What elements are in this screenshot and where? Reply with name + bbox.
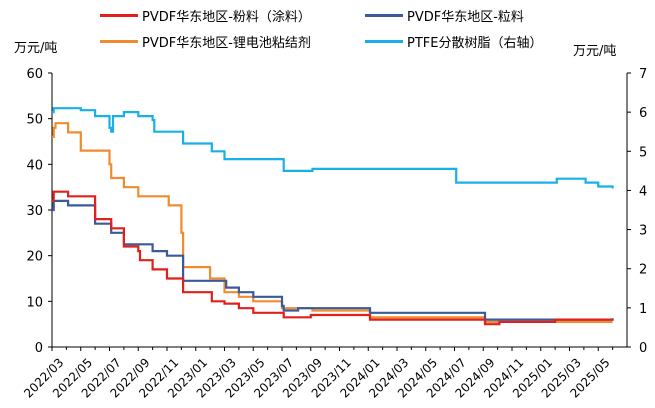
series-line-pvdf-pellet bbox=[52, 199, 614, 321]
right-axis-tick-label: 7 bbox=[639, 67, 647, 82]
series-line-pvdf-powder bbox=[52, 190, 613, 326]
series-line-pvdf-binder bbox=[52, 122, 613, 323]
legend-swatch-pvdf-binder bbox=[100, 40, 138, 43]
legend-label-pvdf-powder: PVDF华东地区-粉料（涂料） bbox=[142, 10, 311, 25]
right-axis-tick-label: 0 bbox=[639, 341, 647, 356]
legend-label-pvdf-binder: PVDF华东地区-锂电池粘结剂 bbox=[142, 36, 311, 51]
left-axis-tick-label: 0 bbox=[35, 341, 43, 356]
left-axis-tick-label: 50 bbox=[26, 113, 43, 128]
legend-swatch-pvdf-pellet bbox=[365, 14, 403, 17]
left-axis-tick-label: 20 bbox=[26, 250, 43, 265]
right-axis-tick-label: 4 bbox=[639, 184, 647, 199]
right-axis-tick-label: 1 bbox=[639, 302, 647, 317]
legend-item-pvdf-powder: PVDF华东地区-粉料（涂料） bbox=[100, 6, 311, 25]
legend-label-pvdf-pellet: PVDF华东地区-粒料 bbox=[407, 10, 524, 25]
series-line-ptfe bbox=[52, 107, 614, 189]
legend-item-ptfe: PTFE分散树脂（右轴） bbox=[365, 32, 542, 51]
left-axis-unit: 万元/吨 bbox=[14, 41, 58, 56]
left-axis-tick-label: 30 bbox=[26, 204, 43, 219]
legend-label-ptfe: PTFE分散树脂（右轴） bbox=[407, 36, 543, 51]
legend-item-pvdf-binder: PVDF华东地区-锂电池粘结剂 bbox=[100, 32, 311, 51]
left-axis-tick-label: 40 bbox=[26, 158, 43, 173]
left-axis-tick-label: 10 bbox=[26, 295, 43, 310]
legend-swatch-pvdf-powder bbox=[100, 14, 138, 17]
right-axis-tick-label: 2 bbox=[639, 263, 647, 278]
right-axis-tick-label: 5 bbox=[639, 145, 647, 160]
legend-item-pvdf-pellet: PVDF华东地区-粒料 bbox=[365, 6, 524, 25]
left-axis-tick-label: 60 bbox=[26, 67, 43, 82]
right-axis-tick-label: 6 bbox=[639, 106, 647, 121]
right-axis-tick-label: 3 bbox=[639, 224, 647, 239]
legend-swatch-ptfe bbox=[365, 40, 403, 43]
right-axis-unit: 万元/吨 bbox=[573, 44, 617, 59]
